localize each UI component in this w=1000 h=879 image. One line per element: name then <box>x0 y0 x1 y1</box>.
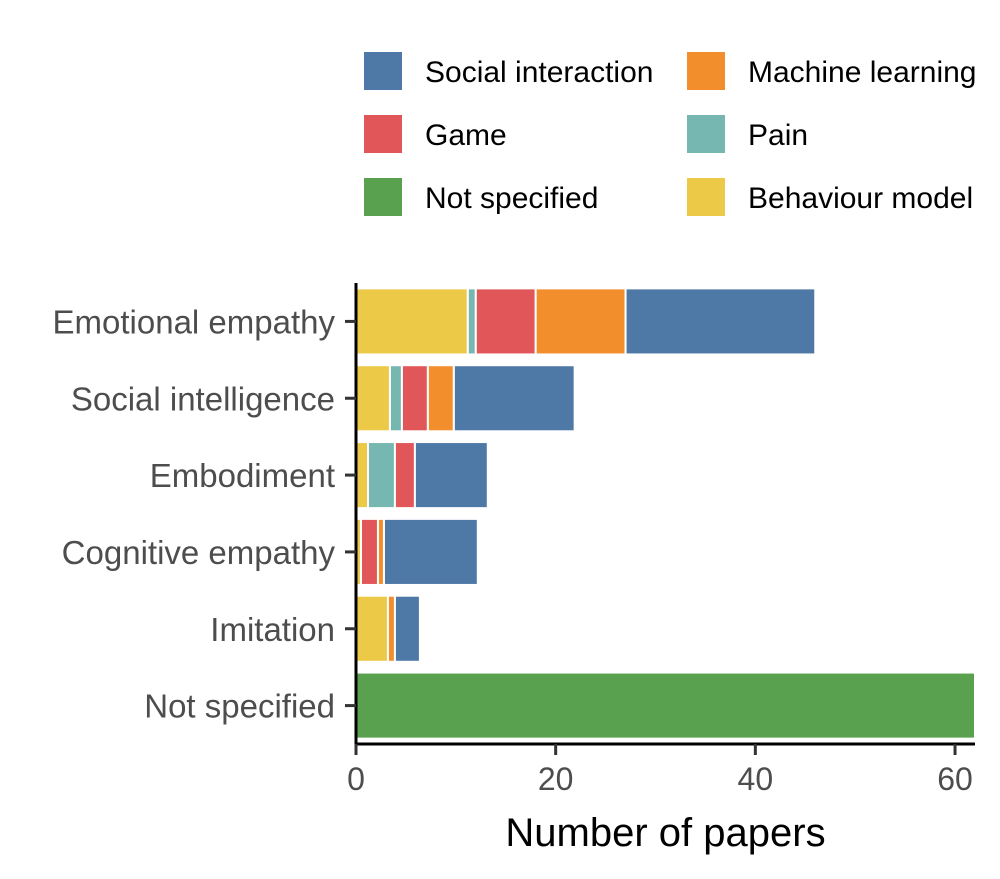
bar-embodiment-game <box>393 441 416 510</box>
bar-imitation-social-interaction <box>393 594 421 663</box>
bar-emotional-empathy-behaviour-model <box>355 287 469 356</box>
legend-swatch-not-specified <box>364 178 402 216</box>
category-label-social-intelligence: Social intelligence <box>71 380 335 417</box>
bars-group <box>355 287 976 740</box>
bar-social-intelligence-machine-learning <box>426 364 455 433</box>
category-label-imitation: Imitation <box>210 611 335 648</box>
x-tick-label: 60 <box>937 761 973 797</box>
x-tick-label: 20 <box>538 761 574 797</box>
category-label-embodiment: Embodiment <box>150 457 335 494</box>
bar-cognitive-empathy-game <box>359 517 379 586</box>
bar-emotional-empathy-pain <box>466 287 477 356</box>
x-tick-label: 40 <box>738 761 774 797</box>
x-axis-title: Number of papers <box>505 811 825 855</box>
legend-swatch-behaviour-model <box>687 178 725 216</box>
legend-label-pain: Pain <box>748 119 808 152</box>
legend-label-game: Game <box>425 119 507 152</box>
bar-social-intelligence-pain <box>388 364 403 433</box>
bar-imitation-machine-learning <box>386 594 396 663</box>
x-axis: 0 20 40 60 <box>347 742 975 797</box>
legend-label-machine-learning: Machine learning <box>748 56 976 89</box>
x-tick-label: 0 <box>347 761 365 797</box>
bar-social-intelligence-game <box>400 364 429 433</box>
legend-label-behaviour-model: Behaviour model <box>748 182 973 215</box>
legend-swatch-pain <box>687 115 725 153</box>
legend: Social interaction Machine learning Game Pa… <box>364 52 976 216</box>
y-axis: Emotional empathy Social intelligence Embo… <box>53 283 358 746</box>
category-label-cognitive-empathy: Cognitive empathy <box>62 534 336 571</box>
bar-cognitive-empathy-social-interaction <box>382 517 479 586</box>
bar-not-specified-not-specified <box>355 671 976 740</box>
bar-embodiment-behaviour-model <box>355 441 369 510</box>
bar-emotional-empathy-game <box>474 287 537 356</box>
legend-label-social-interaction: Social interaction <box>425 56 653 89</box>
legend-label-not-specified: Not specified <box>425 182 598 215</box>
legend-swatch-social-interaction <box>364 52 402 90</box>
legend-swatch-game <box>364 115 402 153</box>
bar-embodiment-pain <box>366 441 396 510</box>
legend-swatch-machine-learning <box>687 52 725 90</box>
category-label-not-specified: Not specified <box>144 688 335 725</box>
bar-social-intelligence-social-interaction <box>452 364 576 433</box>
bar-emotional-empathy-machine-learning <box>534 287 627 356</box>
bar-embodiment-social-interaction <box>413 441 489 510</box>
bar-social-intelligence-behaviour-model <box>355 364 391 433</box>
bar-emotional-empathy-social-interaction <box>624 287 817 356</box>
category-label-emotional-empathy: Emotional empathy <box>53 303 336 340</box>
bar-imitation-behaviour-model <box>355 594 389 663</box>
